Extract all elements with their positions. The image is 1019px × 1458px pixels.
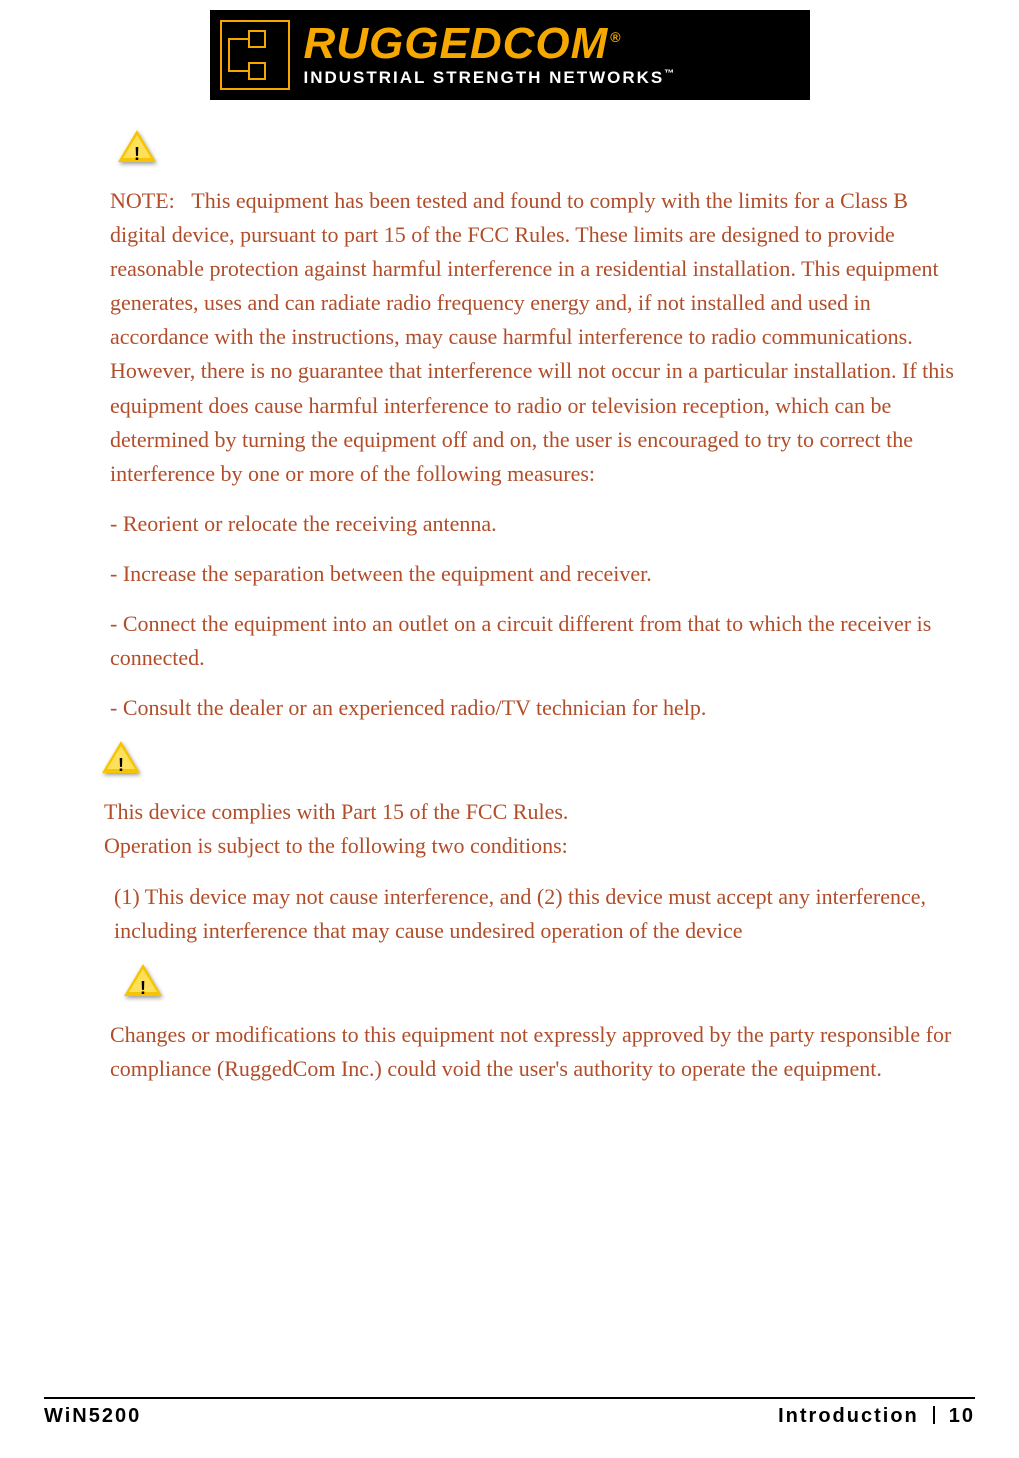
page-footer: WiN5200 Introduction 10	[44, 1397, 975, 1428]
compliance-line-1: This device complies with Part 15 of the…	[104, 795, 959, 829]
logo-trademark: ™	[664, 68, 674, 79]
brand-logo-banner: RUGGEDCOM® INDUSTRIAL STRENGTH NETWORKS™	[210, 10, 810, 100]
measure-item-3: - Connect the equipment into an outlet o…	[110, 607, 959, 675]
measure-item-1: - Reorient or relocate the receiving ant…	[110, 507, 959, 541]
footer-model: WiN5200	[44, 1405, 141, 1428]
modifications-warning: Changes or modifications to this equipme…	[110, 1018, 959, 1086]
measure-item-4: - Consult the dealer or an experienced r…	[110, 691, 959, 725]
measure-item-2: - Increase the separation between the eq…	[110, 557, 959, 591]
footer-section-label: Introduction	[778, 1405, 919, 1427]
logo-chip-icon	[220, 20, 290, 90]
footer-section: Introduction 10	[778, 1405, 975, 1428]
logo-brand-text: RUGGEDCOM	[304, 19, 609, 68]
logo-brand: RUGGEDCOM®	[304, 22, 675, 66]
warning-icon: !	[124, 964, 162, 998]
compliance-conditions: (1) This device may not cause interferen…	[114, 880, 959, 948]
content-area: ! NOTE: This equipment has been tested a…	[110, 130, 959, 1102]
warning-icon: !	[102, 741, 140, 775]
compliance-line-2: Operation is subject to the following tw…	[104, 829, 959, 863]
note-intro-text: This equipment has been tested and found…	[110, 188, 954, 486]
logo-tagline: INDUSTRIAL STRENGTH NETWORKS™	[304, 68, 675, 88]
page: RUGGEDCOM® INDUSTRIAL STRENGTH NETWORKS™…	[0, 0, 1019, 1458]
logo-text-block: RUGGEDCOM® INDUSTRIAL STRENGTH NETWORKS™	[304, 22, 675, 88]
note-paragraph: NOTE: This equipment has been tested and…	[110, 184, 959, 491]
logo-registered-mark: ®	[610, 29, 621, 45]
footer-page-number: 10	[949, 1405, 975, 1427]
logo-tagline-text: INDUSTRIAL STRENGTH NETWORKS	[304, 68, 665, 87]
compliance-block: This device complies with Part 15 of the…	[104, 795, 959, 947]
footer-separator	[933, 1406, 935, 1424]
note-label: NOTE:	[110, 188, 175, 213]
warning-icon: !	[118, 130, 156, 164]
